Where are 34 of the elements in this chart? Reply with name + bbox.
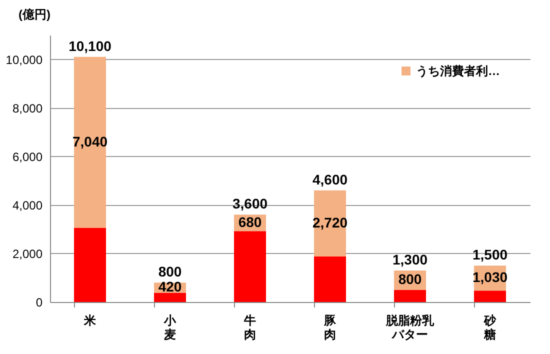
y-tick-label: 6,000: [12, 150, 43, 164]
y-tick-label: 0: [36, 296, 43, 310]
total-label: 1,500: [472, 246, 508, 263]
legend-label: うち消費者利…: [416, 64, 500, 78]
y-tick-label: 8,000: [12, 101, 43, 116]
y-tick-label: 2,000: [12, 246, 43, 261]
y-axis-title: (億円): [18, 8, 50, 22]
total-label: 1,300: [392, 251, 428, 268]
total-label: 4,600: [312, 171, 348, 188]
x-tick-label: 米: [83, 314, 97, 328]
x-tick-label: 豚肉: [323, 314, 337, 342]
bar: [74, 228, 106, 302]
y-tick-label: 4,000: [12, 198, 43, 212]
data-label: 680: [238, 214, 262, 230]
data-label: 420: [158, 278, 182, 295]
data-label: 1,030: [472, 269, 508, 286]
data-label: 2,720: [312, 214, 348, 230]
bar: [474, 290, 506, 302]
bar: [154, 292, 186, 302]
total-label: 800: [158, 264, 182, 280]
bar: [394, 290, 426, 302]
data-label: 7,040: [72, 133, 108, 150]
bar: [234, 231, 266, 302]
total-label: 10,100: [68, 38, 112, 54]
y-tick-label: 10,000: [6, 52, 43, 67]
x-tick-label: 砂糖: [483, 314, 497, 342]
total-label: 3,600: [232, 196, 268, 212]
x-tick-label: 小麦: [163, 314, 177, 342]
data-label: 800: [398, 271, 422, 288]
bar: [74, 56, 106, 228]
x-tick-label: 牛肉: [243, 314, 256, 342]
x-tick-label: 脱脂粉乳バター: [385, 314, 435, 342]
bar: [314, 190, 346, 256]
bar: [314, 256, 346, 302]
